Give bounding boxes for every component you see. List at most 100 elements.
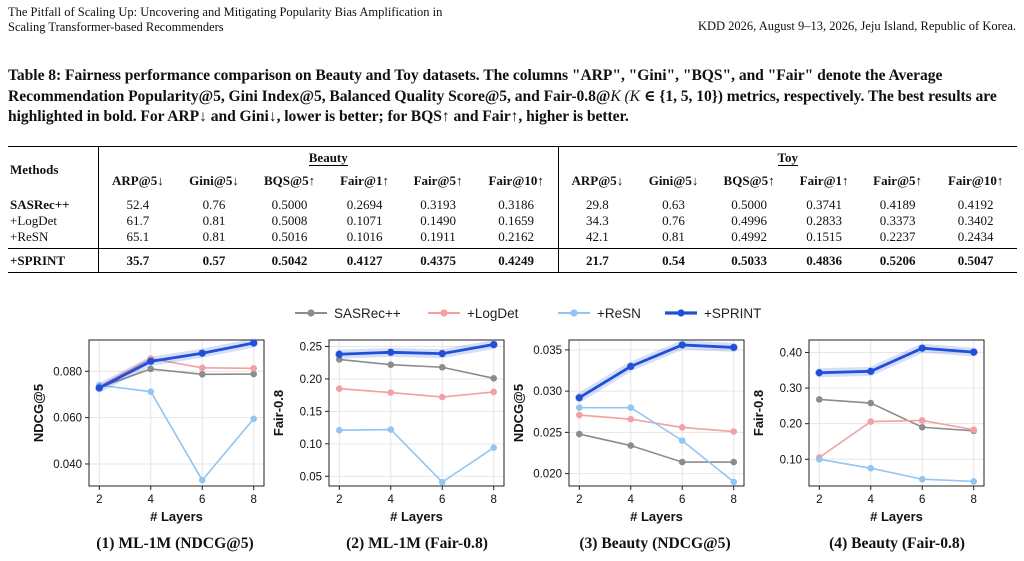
data-point bbox=[678, 437, 686, 444]
table-cell: 0.4375 bbox=[401, 248, 475, 273]
table-cell: 0.4192 bbox=[957, 197, 994, 212]
series-line bbox=[339, 428, 495, 484]
data-point bbox=[918, 417, 926, 424]
y-tick-label: 0.035 bbox=[533, 345, 562, 357]
table-cell: 29.8 bbox=[586, 197, 609, 212]
data-point bbox=[335, 385, 343, 392]
chart-ml1m-ndcg: 0.040 0.060 0.080 2 4 6 8 # Layers NDCG@5 bbox=[31, 338, 265, 524]
column-header: Fair@10↑ bbox=[947, 173, 1004, 188]
x-tick-label: 6 bbox=[199, 494, 205, 506]
data-point bbox=[575, 411, 583, 419]
x-axis-label: # Layers bbox=[150, 509, 203, 524]
table-cell: 0.1515 bbox=[806, 229, 842, 244]
table-row: +SPRINT 35.7 0.57 0.5042 0.4127 0.4375 0.4249 2… bbox=[8, 248, 1017, 273]
series-band bbox=[574, 340, 739, 403]
x-tick-label: 2 bbox=[576, 494, 582, 506]
table-cell: 0.1911 bbox=[420, 229, 456, 244]
data-point bbox=[438, 393, 446, 401]
series-line bbox=[819, 398, 974, 432]
chart-ml1m-fair: 0.05 0.10 0.15 0.20 0.25 2 4 6 8 # Layers Fair-0.8 bbox=[271, 339, 505, 524]
table-caption: Table 8: Fairness performance comparison… bbox=[8, 66, 1018, 128]
data-point bbox=[730, 458, 738, 466]
data-point bbox=[250, 339, 258, 347]
series-line bbox=[579, 433, 734, 463]
legend-marker bbox=[677, 309, 685, 317]
legend-label: SASRec++ bbox=[334, 306, 401, 321]
table-cell: 0.1016 bbox=[346, 229, 383, 244]
data-point bbox=[198, 349, 206, 357]
table-cell: 0.57 bbox=[176, 248, 252, 273]
table-cell: 0.5042 bbox=[251, 248, 328, 273]
y-tick-label: 0.020 bbox=[533, 469, 562, 481]
plot-frame bbox=[808, 339, 985, 487]
method-name: +SPRINT bbox=[8, 248, 99, 273]
table-body: SASRec++ 52.4 0.76 0.5000 0.2694 0.3193 0.3186… bbox=[8, 193, 1017, 273]
y-tick-label: 0.025 bbox=[533, 427, 562, 439]
table-cell: 0.4189 bbox=[879, 197, 916, 212]
x-tick-label: 8 bbox=[731, 494, 737, 506]
x-tick-label: 2 bbox=[96, 494, 102, 506]
data-point bbox=[438, 478, 446, 486]
column-header: BQS@5↑ bbox=[723, 173, 775, 188]
data-point bbox=[867, 418, 875, 425]
table-cell: 0.81 bbox=[202, 213, 226, 228]
y-tick-label: 0.20 bbox=[780, 419, 802, 431]
column-header: ARP@5↓ bbox=[571, 173, 624, 188]
y-tick-label: 0.080 bbox=[53, 366, 82, 378]
legend-label: +SPRINT bbox=[704, 306, 761, 321]
series-line bbox=[339, 343, 494, 356]
table-cell: 0.5047 bbox=[934, 248, 1017, 273]
table-cell: 0.4127 bbox=[327, 248, 402, 273]
group-header-toy: Toy bbox=[558, 146, 1017, 169]
table-cell: 0.63 bbox=[662, 197, 685, 212]
caption-math: K (K bbox=[610, 87, 641, 105]
table-cell: 0.3373 bbox=[879, 213, 916, 228]
subcaption-4: (4) Beauty (Fair-0.8) bbox=[829, 535, 965, 552]
x-tick-label: 2 bbox=[816, 494, 822, 506]
x-tick-label: 2 bbox=[336, 494, 342, 506]
table-cell: 42.1 bbox=[586, 229, 609, 244]
data-point bbox=[815, 396, 823, 403]
data-point bbox=[730, 478, 738, 486]
column-header: Fair@1↑ bbox=[799, 173, 849, 188]
table-cell: 0.2694 bbox=[346, 197, 383, 212]
data-point bbox=[490, 340, 498, 349]
x-tick-label: 8 bbox=[251, 494, 257, 506]
data-point bbox=[678, 458, 686, 466]
subcaption-2: (2) ML-1M (Fair-0.8) bbox=[346, 535, 488, 552]
data-point bbox=[918, 475, 926, 483]
data-point bbox=[970, 478, 978, 485]
data-point bbox=[387, 361, 395, 368]
x-tick-label: 4 bbox=[148, 494, 155, 506]
plot-frame bbox=[568, 339, 745, 487]
y-axis-label: Fair-0.8 bbox=[751, 390, 766, 436]
y-tick-label: 0.030 bbox=[533, 386, 562, 398]
x-tick-label: 8 bbox=[971, 494, 977, 506]
data-point bbox=[147, 365, 155, 373]
data-point bbox=[970, 348, 978, 356]
data-point bbox=[198, 364, 206, 372]
fairness-table: Methods Beauty Toy ARP@5↓ Gini@5↓ BQS@5↑ Fa… bbox=[8, 146, 1017, 273]
legend-marker bbox=[570, 309, 578, 317]
data-point bbox=[335, 356, 343, 363]
data-point bbox=[730, 428, 738, 435]
data-point bbox=[627, 404, 635, 411]
table-cell: 0.81 bbox=[662, 229, 685, 244]
group-header-beauty: Beauty bbox=[98, 146, 559, 169]
column-header: ARP@5↓ bbox=[111, 173, 164, 188]
data-point bbox=[815, 455, 823, 463]
column-header: Gini@5↓ bbox=[648, 173, 699, 188]
data-point bbox=[250, 415, 258, 423]
paper-title-line-2: Scaling Transformer-based Recommenders bbox=[8, 20, 224, 34]
table-cell: 0.76 bbox=[662, 213, 685, 228]
y-tick-label: 0.10 bbox=[300, 439, 322, 451]
caption-text-1: Table 8: Fairness performance comparison… bbox=[8, 67, 943, 105]
table-cell: 0.2833 bbox=[806, 213, 842, 228]
data-point bbox=[867, 399, 875, 407]
data-point bbox=[147, 388, 155, 395]
data-point bbox=[575, 394, 583, 402]
table-cell: 21.7 bbox=[558, 248, 637, 273]
series-line bbox=[339, 387, 494, 398]
data-point bbox=[438, 350, 446, 358]
column-header-row: ARP@5↓ Gini@5↓ BQS@5↑ Fair@1↑ Fair@5↑ Fair@10… bbox=[8, 169, 1017, 193]
